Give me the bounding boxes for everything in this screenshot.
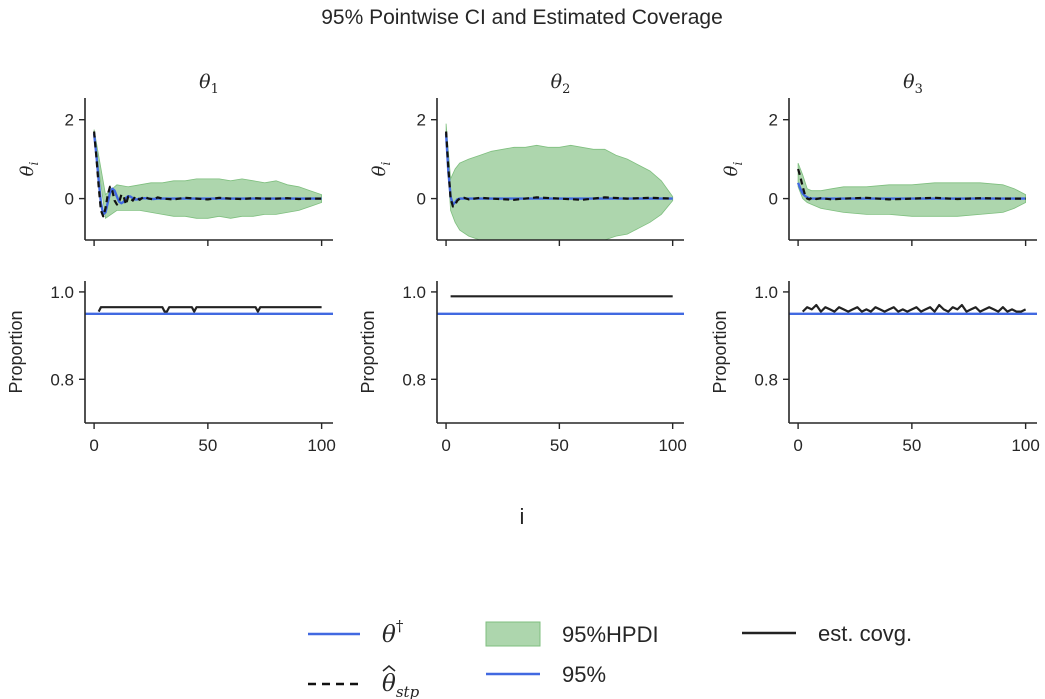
legend-hpdi-swatch xyxy=(485,621,541,647)
panel-1-bottom-y-label: Proportion xyxy=(6,310,26,393)
panel-2-top-y-label: θi xyxy=(369,162,393,177)
legend-estimate-hat-icon xyxy=(382,665,396,672)
panel-1-coverage-line xyxy=(97,306,322,313)
x-axis-label: i xyxy=(520,504,525,529)
figure-title: 95% Pointwise CI and Estimated Coverage xyxy=(321,6,723,29)
legend-truth-label: θ† xyxy=(382,617,404,648)
panel-3-title: θ3 xyxy=(903,71,923,97)
panel-2-bottom-y-label: Proportion xyxy=(358,310,378,393)
panel-3-hpdi-band xyxy=(797,162,1026,217)
panel-1: 0 2 θ1 θi 0.8 1.0 0 50 100 Proportion xyxy=(6,71,336,455)
panel-1-title: θ1 xyxy=(199,71,219,97)
panel-2-hpdi-band xyxy=(445,123,674,241)
panel-2-bottom-xtick-label-0: 0 xyxy=(441,436,450,455)
panel-2-bottom-xtick-label-100: 100 xyxy=(658,436,686,455)
panel-3-bottom-y-label: Proportion xyxy=(710,310,730,393)
panel-1-top-ytick-label-0: 0 xyxy=(65,190,74,209)
panel-3-top-y-label: θi xyxy=(721,162,745,177)
legend-estimate-label: θstp xyxy=(382,671,420,699)
panel-1-hpdi-band xyxy=(93,129,322,219)
panel-3-bottom-ytick-label-1: 1.0 xyxy=(754,283,778,302)
panel-3-bottom-xtick-label-0: 0 xyxy=(793,436,802,455)
panel-1-bottom-xtick-label-50: 50 xyxy=(198,436,217,455)
panel-1-bottom-xtick-label-0: 0 xyxy=(89,436,98,455)
panel-3-top-ytick-label-2: 2 xyxy=(769,111,778,130)
panel-2-top-ytick-label-0: 0 xyxy=(417,190,426,209)
panel-2-estimate-line xyxy=(445,131,673,208)
panel-2: 0 2 θ2 θi 0.8 1.0 0 50 100 Proportion xyxy=(358,71,687,455)
panel-3-bottom-xtick-label-100: 100 xyxy=(1011,436,1039,455)
legend-coverage-label: est. covg. xyxy=(818,621,912,646)
panel-3-estimate-line xyxy=(797,168,1026,201)
panel-3-bottom-xtick-label-50: 50 xyxy=(902,436,921,455)
panel-3-top-ytick-label-0: 0 xyxy=(769,190,778,209)
panel-1-estimate-line xyxy=(93,131,322,218)
legend: θ† θstp 95%HPDI 95% est. covg. xyxy=(308,617,912,699)
panel-3-bottom-ytick-label-0.8: 0.8 xyxy=(754,370,778,389)
panel-3-coverage-line xyxy=(801,303,1027,313)
panel-1-bottom-ytick-label-0.8: 0.8 xyxy=(50,370,74,389)
panel-2-top-ytick-label-2: 2 xyxy=(417,111,426,130)
panel-2-bottom-ytick-label-1: 1.0 xyxy=(402,283,426,302)
panels: 0 2 θ1 θi 0.8 1.0 0 50 100 Proportion 0 2 θ2 θi 0.8 1.0… xyxy=(6,71,1040,455)
panel-1-bottom-ytick-label-1: 1.0 xyxy=(50,283,74,302)
panel-1-top-y-label: θi xyxy=(17,162,41,177)
legend-level-label: 95% xyxy=(562,662,606,687)
panel-2-title: θ2 xyxy=(551,71,571,97)
panel-3: 0 2 θ3 θi 0.8 1.0 0 50 100 Proportion xyxy=(710,71,1040,455)
panel-2-bottom-xtick-label-50: 50 xyxy=(550,436,569,455)
panel-2-bottom-ytick-label-0.8: 0.8 xyxy=(402,370,426,389)
legend-hpdi-label: 95%HPDI xyxy=(562,622,659,647)
panel-1-top-ytick-label-2: 2 xyxy=(65,111,74,130)
panel-1-bottom-xtick-label-100: 100 xyxy=(307,436,335,455)
